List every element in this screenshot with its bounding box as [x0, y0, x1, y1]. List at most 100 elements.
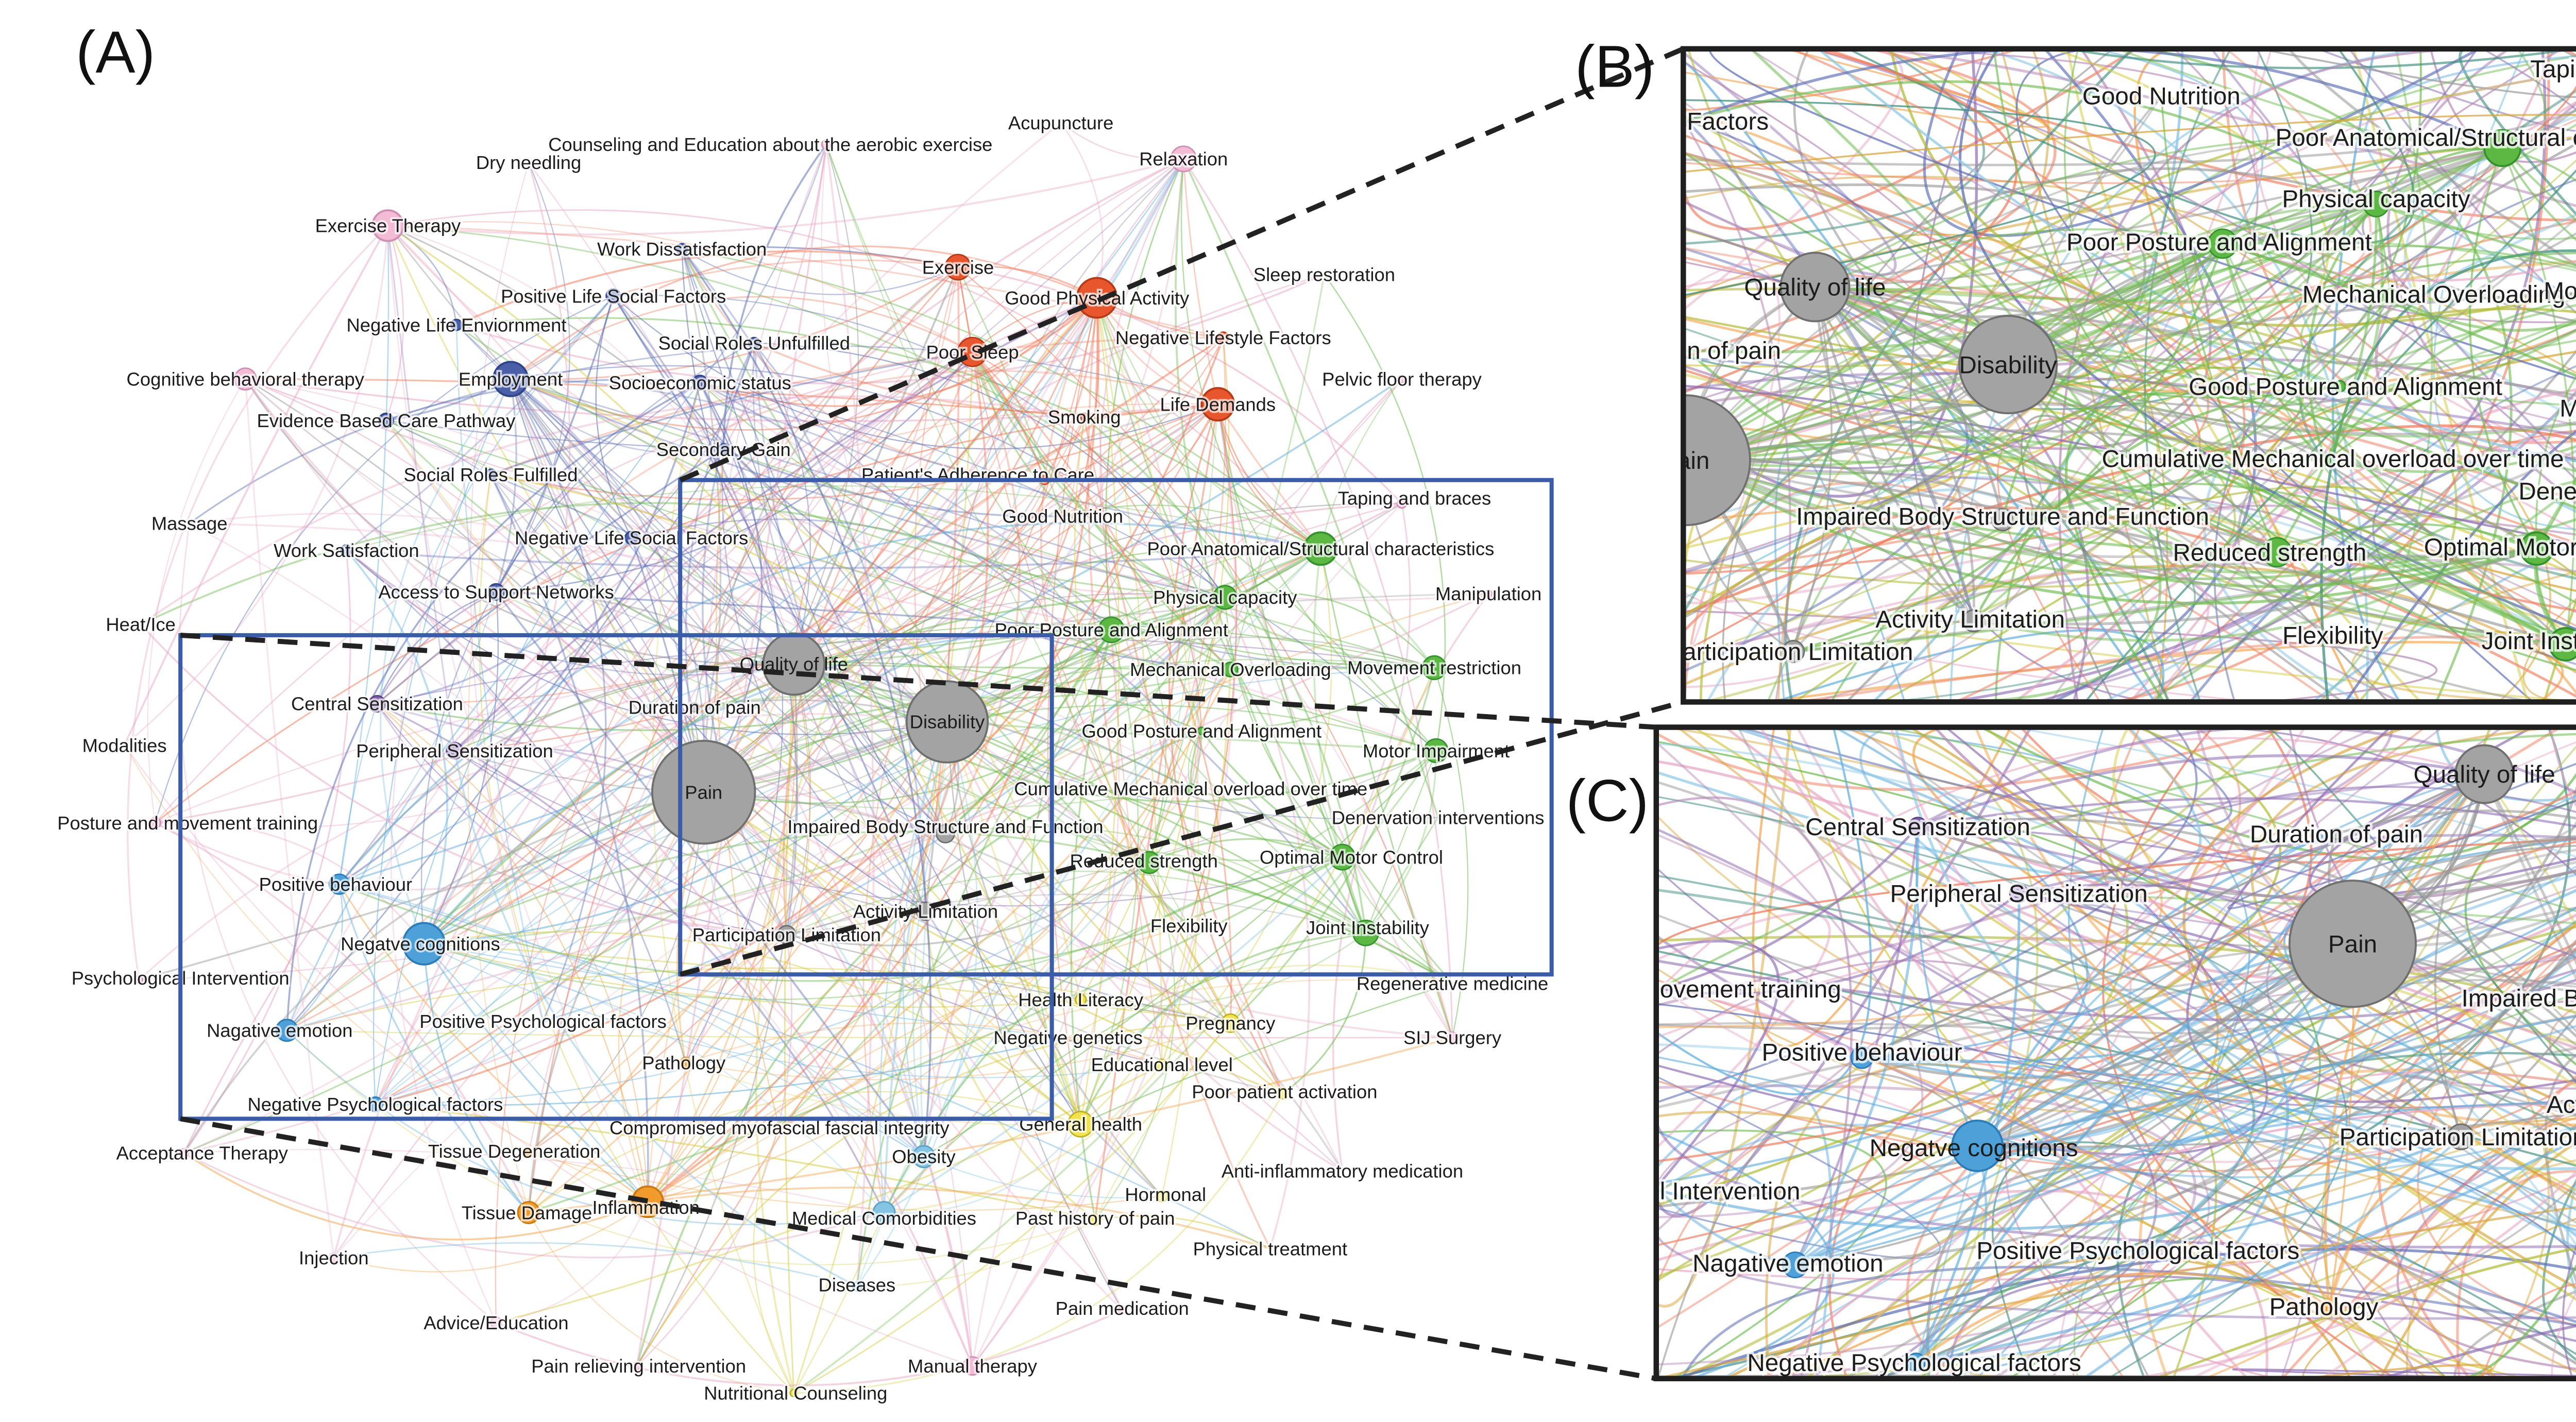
- c-node-negatve-cognitions[interactable]: [1951, 1120, 2004, 1172]
- c-node-pain[interactable]: [2289, 879, 2417, 1008]
- edge: [387, 225, 795, 665]
- a-node-reduced-strength[interactable]: [1138, 851, 1161, 874]
- a-node-central-sensitization[interactable]: [368, 695, 386, 713]
- a-node-manipulation[interactable]: [1484, 589, 1493, 598]
- a-node-health-literacy[interactable]: [1074, 993, 1087, 1006]
- a-node-secondary-gain[interactable]: [717, 443, 730, 456]
- a-node-cumulative-mechanical-overload-over-time[interactable]: [1185, 783, 1196, 794]
- a-node-pain-relieving-intervention[interactable]: [632, 1361, 641, 1370]
- b-node-reduced-strength[interactable]: [2261, 537, 2292, 568]
- a-node-good-posture-and-alignment[interactable]: [1197, 726, 1206, 735]
- a-node-social-roles-fulfilled[interactable]: [484, 468, 497, 481]
- a-node-social-roles-unfulfilled[interactable]: [748, 336, 760, 349]
- b-node-good-posture-and-alignment[interactable]: [2334, 380, 2346, 393]
- a-node-psychological-intervention[interactable]: [134, 975, 144, 985]
- c-node-quality-of-life[interactable]: [2454, 744, 2515, 804]
- a-node-counseling-and-education-about-the-aerobic-exercise[interactable]: [821, 139, 832, 150]
- a-node-positive-life-social-factors[interactable]: [605, 288, 622, 304]
- a-node-tissue-degeneration[interactable]: [524, 1148, 533, 1158]
- b-node-joint-instability[interactable]: [2548, 627, 2576, 662]
- zoom-region-c-rect[interactable]: [178, 633, 1054, 1121]
- b-node-physical-capacity[interactable]: [2363, 191, 2389, 217]
- a-node-work-satisfaction[interactable]: [340, 544, 353, 557]
- a-node-negative-life-enviornment[interactable]: [450, 318, 463, 331]
- figure-label-a: (A): [76, 19, 155, 85]
- c-node-positive-behaviour[interactable]: [1850, 1045, 1874, 1069]
- a-node-physical-capacity[interactable]: [1212, 585, 1238, 610]
- a-node-acceptance-therapy[interactable]: [179, 1147, 190, 1159]
- a-node-movement-restriction[interactable]: [1421, 655, 1447, 681]
- c-node-nagative-emotion[interactable]: [1782, 1251, 1809, 1279]
- a-node-joint-instability[interactable]: [1352, 919, 1379, 946]
- a-node-medical-comorbidities[interactable]: [872, 1201, 896, 1224]
- b-node-poor-posture-and-alignment[interactable]: [2207, 228, 2238, 259]
- b-node-impaired-body-structure-and-function[interactable]: [1991, 508, 2014, 532]
- a-node-past-history-of-pain[interactable]: [1089, 1213, 1101, 1226]
- a-node-employment[interactable]: [492, 361, 529, 397]
- c-node-duration-of-pain[interactable]: [2330, 827, 2343, 840]
- a-node-obesity[interactable]: [912, 1145, 936, 1169]
- c-node-participation-limitation[interactable]: [2447, 1123, 2475, 1150]
- a-node-evidence-based-care-pathway[interactable]: [378, 412, 394, 429]
- edge: [636, 403, 1219, 1366]
- a-node-hormonal[interactable]: [1156, 1190, 1168, 1203]
- edge: [423, 943, 1081, 1008]
- a-node-pain-medication[interactable]: [1117, 1306, 1127, 1315]
- a-node-diseases[interactable]: [852, 1281, 862, 1292]
- c-node-pathology[interactable]: [2322, 1301, 2336, 1315]
- a-node-general-health[interactable]: [1067, 1111, 1094, 1138]
- a-node-socioeconomic-status[interactable]: [692, 375, 708, 391]
- a-node-poor-posture-and-alignment[interactable]: [1098, 616, 1125, 644]
- a-node-optimal-motor-control[interactable]: [1329, 843, 1356, 871]
- c-node-central-sensitization[interactable]: [1908, 817, 1928, 837]
- a-node-mechanical-overloading[interactable]: [1222, 662, 1239, 678]
- a-node-injection[interactable]: [328, 1252, 340, 1263]
- a-node-smoking[interactable]: [1080, 412, 1089, 421]
- b-node-mechanical-overloading[interactable]: [2382, 288, 2399, 304]
- b-node-disability[interactable]: [1958, 315, 2058, 415]
- b-node-participation-limitation[interactable]: [1782, 640, 1805, 663]
- a-node-advice-education[interactable]: [490, 1316, 502, 1329]
- a-node-negative-life-social-factors[interactable]: [624, 531, 639, 545]
- a-node-tissue-damage[interactable]: [517, 1201, 540, 1224]
- a-node-taping-and-braces[interactable]: [1396, 498, 1408, 509]
- a-node-disability[interactable]: [905, 680, 989, 764]
- a-node-peripheral-sensitization[interactable]: [446, 741, 464, 760]
- a-node-pelvic-floor-therapy[interactable]: [1397, 375, 1406, 384]
- a-node-negatve-cognitions[interactable]: [402, 922, 446, 966]
- a-node-work-dissatisfaction[interactable]: [675, 243, 688, 256]
- a-node-pain[interactable]: [651, 739, 756, 845]
- a-node-pathology[interactable]: [679, 1056, 692, 1069]
- a-node-impaired-body-structure-and-function[interactable]: [936, 824, 955, 844]
- b-node-optimal-motor-control[interactable]: [2519, 531, 2554, 566]
- a-node-poor-anatomical-structural-characteristics[interactable]: [1303, 531, 1338, 566]
- a-node-life-demands[interactable]: [1200, 387, 1235, 422]
- b-node-activity-limitation[interactable]: [1962, 609, 1986, 633]
- b-node-cumulative-mechanical-overload-over-time[interactable]: [2319, 454, 2332, 467]
- a-node-poor-patient-activation[interactable]: [1276, 1087, 1289, 1100]
- a-node-motor-impairment[interactable]: [1423, 738, 1449, 764]
- a-node-access-to-support-networks[interactable]: [487, 583, 505, 601]
- c-node-peripheral-sensitization[interactable]: [2009, 883, 2029, 903]
- b-label-physical-capacity: Physical capacity: [2282, 185, 2470, 213]
- a-node-sij-surgery[interactable]: [1446, 1031, 1459, 1044]
- a-node-nutritional-counseling[interactable]: [789, 1389, 799, 1398]
- zoom-region-b-rect[interactable]: [678, 478, 1554, 977]
- a-node-negative-lifestyle-factors[interactable]: [1217, 331, 1230, 344]
- a-node-exercise[interactable]: [944, 253, 972, 281]
- edge: [1684, 459, 2537, 605]
- a-node-positive-behaviour[interactable]: [328, 873, 350, 895]
- a-node-exercise-therapy[interactable]: [371, 209, 404, 242]
- a-node-relaxation[interactable]: [1170, 145, 1197, 173]
- a-node-cognitive-behavioral-therapy[interactable]: [233, 367, 257, 391]
- a-node-duration-of-pain[interactable]: [689, 702, 700, 713]
- b-node-quality-of-life[interactable]: [1780, 251, 1851, 323]
- a-node-negative-psychological-factors[interactable]: [367, 1096, 383, 1112]
- a-node-nagative-emotion[interactable]: [275, 1019, 299, 1042]
- b-node-poor-anatomical-structural-characteristics[interactable]: [2483, 129, 2522, 167]
- a-node-educational-level[interactable]: [1156, 1058, 1168, 1071]
- a-node-manual-therapy[interactable]: [962, 1356, 982, 1376]
- a-node-posture-and-movement-training[interactable]: [149, 817, 162, 830]
- c-node-negative-psychological-factors[interactable]: [1906, 1352, 1926, 1373]
- a-node-pregnancy[interactable]: [1221, 1013, 1241, 1033]
